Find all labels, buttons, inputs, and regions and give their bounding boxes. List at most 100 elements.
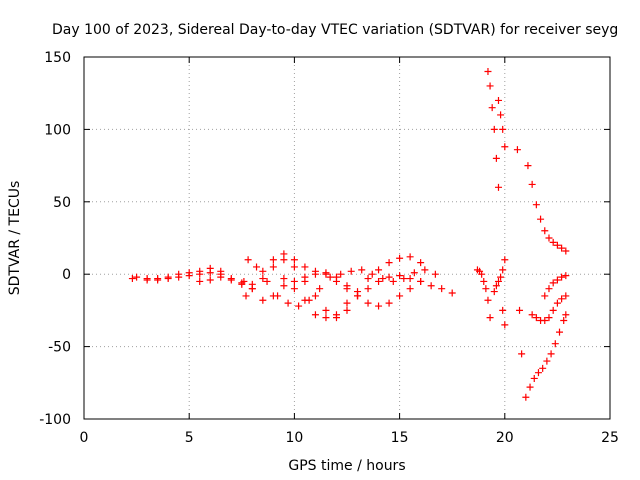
data-point bbox=[410, 269, 418, 277]
data-point bbox=[217, 273, 225, 281]
data-point bbox=[364, 275, 372, 283]
data-point bbox=[492, 154, 500, 162]
data-point bbox=[541, 292, 549, 300]
data-point bbox=[558, 244, 566, 252]
series-arc-b bbox=[133, 264, 225, 283]
data-point bbox=[337, 270, 345, 278]
data-point bbox=[396, 254, 404, 262]
data-point bbox=[499, 306, 507, 314]
data-point bbox=[421, 266, 429, 274]
data-point bbox=[301, 273, 309, 281]
data-point bbox=[448, 289, 456, 297]
data-point bbox=[332, 273, 340, 281]
data-point bbox=[332, 311, 340, 319]
data-point bbox=[290, 285, 298, 293]
data-point bbox=[528, 180, 536, 188]
data-point bbox=[396, 272, 404, 280]
chart-title: Day 100 of 2023, Sidereal Day-to-day VTE… bbox=[52, 22, 618, 38]
y-tick-label: 150 bbox=[44, 50, 71, 66]
data-point bbox=[541, 317, 549, 325]
x-axis-label: GPS time / hours bbox=[288, 458, 405, 474]
data-point bbox=[269, 256, 277, 264]
data-point bbox=[343, 282, 351, 290]
series-arc-d bbox=[242, 250, 425, 310]
data-point bbox=[492, 282, 500, 290]
data-point bbox=[354, 288, 362, 296]
data-point bbox=[326, 273, 334, 281]
data-point bbox=[549, 306, 557, 314]
data-point bbox=[227, 276, 235, 284]
data-point bbox=[553, 241, 561, 249]
data-point bbox=[154, 275, 162, 283]
y-tick-label: -50 bbox=[48, 340, 71, 356]
data-point bbox=[539, 364, 547, 372]
data-point bbox=[549, 238, 557, 246]
data-point bbox=[497, 273, 505, 281]
data-point bbox=[518, 350, 526, 358]
data-point bbox=[499, 266, 507, 274]
data-point bbox=[417, 277, 425, 285]
data-point bbox=[556, 328, 564, 336]
x-tick-label: 10 bbox=[285, 430, 303, 446]
data-point bbox=[532, 201, 540, 209]
x-tick-label: 0 bbox=[80, 430, 89, 446]
data-point bbox=[301, 296, 309, 304]
data-point bbox=[526, 383, 534, 391]
x-tick-label: 25 bbox=[601, 430, 619, 446]
series-arc-j bbox=[494, 96, 507, 133]
data-point bbox=[284, 299, 292, 307]
data-point bbox=[375, 277, 383, 285]
data-point bbox=[290, 277, 298, 285]
data-point bbox=[185, 269, 193, 277]
data-point bbox=[545, 314, 553, 322]
data-point bbox=[528, 311, 536, 319]
data-point bbox=[379, 275, 387, 283]
data-point bbox=[551, 340, 559, 348]
series-arc-p bbox=[528, 292, 570, 325]
series-arc-m bbox=[501, 143, 509, 151]
data-point bbox=[375, 302, 383, 310]
y-tick-labels: -100 -50 0 50 100 150 bbox=[39, 50, 71, 428]
data-point bbox=[311, 270, 319, 278]
data-point bbox=[406, 285, 414, 293]
series-arc-l bbox=[499, 306, 509, 329]
series-arc-o bbox=[524, 162, 570, 255]
data-point bbox=[396, 292, 404, 300]
data-point bbox=[522, 393, 530, 401]
data-point bbox=[543, 357, 551, 365]
data-point bbox=[562, 311, 570, 319]
data-point bbox=[347, 267, 355, 275]
data-point bbox=[311, 292, 319, 300]
data-point bbox=[524, 162, 532, 170]
data-point bbox=[494, 277, 502, 285]
x-tick-label: 5 bbox=[185, 430, 194, 446]
series-arc-f bbox=[240, 269, 456, 304]
data-point bbox=[484, 67, 492, 75]
plot-frame bbox=[83, 56, 611, 420]
data-point bbox=[206, 276, 214, 284]
data-point bbox=[562, 292, 570, 300]
data-point bbox=[364, 299, 372, 307]
data-point bbox=[196, 277, 204, 285]
data-point bbox=[290, 263, 298, 271]
data-point bbox=[322, 306, 330, 314]
data-point bbox=[541, 227, 549, 235]
data-point bbox=[385, 299, 393, 307]
data-point bbox=[417, 259, 425, 267]
data-point bbox=[322, 314, 330, 322]
data-point bbox=[259, 275, 267, 283]
data-point bbox=[385, 273, 393, 281]
data-point bbox=[316, 285, 324, 293]
data-point bbox=[516, 306, 524, 314]
data-point bbox=[343, 306, 351, 314]
data-point bbox=[480, 277, 488, 285]
data-point bbox=[431, 270, 439, 278]
data-point bbox=[501, 321, 509, 329]
series-arc-k bbox=[490, 256, 509, 296]
series-arc-h bbox=[473, 266, 494, 322]
data-point bbox=[295, 302, 303, 310]
data-point bbox=[175, 270, 183, 278]
data-point bbox=[490, 288, 498, 296]
data-point bbox=[322, 269, 330, 277]
x-tick-label: 20 bbox=[496, 430, 514, 446]
